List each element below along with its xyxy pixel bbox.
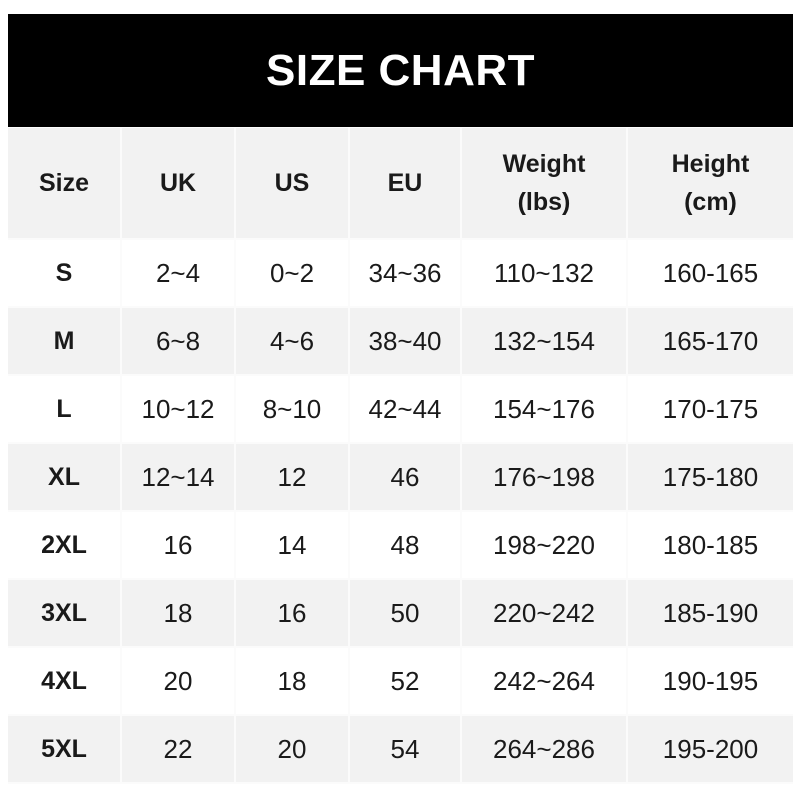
column-header-weight: Weight (lbs): [462, 128, 628, 240]
cell-weight: 264~286: [462, 716, 628, 784]
cell-eu: 48: [350, 512, 462, 580]
cell-weight: 176~198: [462, 444, 628, 512]
cell-us: 0~2: [236, 240, 350, 308]
cell-uk: 22: [122, 716, 236, 784]
cell-eu: 42~44: [350, 376, 462, 444]
cell-us: 8~10: [236, 376, 350, 444]
table-row: M 6~8 4~6 38~40 132~154 165-170: [8, 308, 793, 376]
cell-height: 165-170: [628, 308, 793, 376]
cell-height: 195-200: [628, 716, 793, 784]
cell-us: 14: [236, 512, 350, 580]
cell-size: XL: [8, 444, 122, 512]
column-header-height: Height (cm): [628, 128, 793, 240]
cell-size: 4XL: [8, 648, 122, 716]
table-row: 5XL 22 20 54 264~286 195-200: [8, 716, 793, 784]
cell-uk: 20: [122, 648, 236, 716]
table-row: 2XL 16 14 48 198~220 180-185: [8, 512, 793, 580]
cell-us: 18: [236, 648, 350, 716]
cell-eu: 46: [350, 444, 462, 512]
cell-us: 16: [236, 580, 350, 648]
cell-eu: 50: [350, 580, 462, 648]
cell-size: L: [8, 376, 122, 444]
cell-uk: 18: [122, 580, 236, 648]
cell-eu: 34~36: [350, 240, 462, 308]
cell-uk: 2~4: [122, 240, 236, 308]
cell-height: 170-175: [628, 376, 793, 444]
cell-us: 20: [236, 716, 350, 784]
cell-size: S: [8, 240, 122, 308]
cell-uk: 16: [122, 512, 236, 580]
table-row: 3XL 18 16 50 220~242 185-190: [8, 580, 793, 648]
cell-size: 3XL: [8, 580, 122, 648]
header-row: Size UK US EU Weight (lbs) Height (cm): [8, 128, 793, 240]
cell-height: 175-180: [628, 444, 793, 512]
cell-weight: 132~154: [462, 308, 628, 376]
cell-uk: 12~14: [122, 444, 236, 512]
column-header-size: Size: [8, 128, 122, 240]
cell-weight: 220~242: [462, 580, 628, 648]
cell-weight: 242~264: [462, 648, 628, 716]
cell-height: 185-190: [628, 580, 793, 648]
table-row: L 10~12 8~10 42~44 154~176 170-175: [8, 376, 793, 444]
size-table: Size UK US EU Weight (lbs) Height (cm) S 2~4 0~…: [8, 128, 793, 784]
cell-size: 5XL: [8, 716, 122, 784]
table-row: 4XL 20 18 52 242~264 190-195: [8, 648, 793, 716]
cell-size: M: [8, 308, 122, 376]
cell-height: 180-185: [628, 512, 793, 580]
cell-us: 12: [236, 444, 350, 512]
table-row: XL 12~14 12 46 176~198 175-180: [8, 444, 793, 512]
column-header-us: US: [236, 128, 350, 240]
cell-uk: 10~12: [122, 376, 236, 444]
table-row: S 2~4 0~2 34~36 110~132 160-165: [8, 240, 793, 308]
cell-weight: 154~176: [462, 376, 628, 444]
cell-height: 190-195: [628, 648, 793, 716]
title-banner: SIZE CHART: [8, 14, 793, 127]
cell-weight: 110~132: [462, 240, 628, 308]
cell-height: 160-165: [628, 240, 793, 308]
cell-weight: 198~220: [462, 512, 628, 580]
cell-size: 2XL: [8, 512, 122, 580]
column-header-uk: UK: [122, 128, 236, 240]
cell-us: 4~6: [236, 308, 350, 376]
cell-eu: 54: [350, 716, 462, 784]
cell-eu: 38~40: [350, 308, 462, 376]
cell-eu: 52: [350, 648, 462, 716]
cell-uk: 6~8: [122, 308, 236, 376]
column-header-eu: EU: [350, 128, 462, 240]
page-title: SIZE CHART: [266, 45, 535, 95]
